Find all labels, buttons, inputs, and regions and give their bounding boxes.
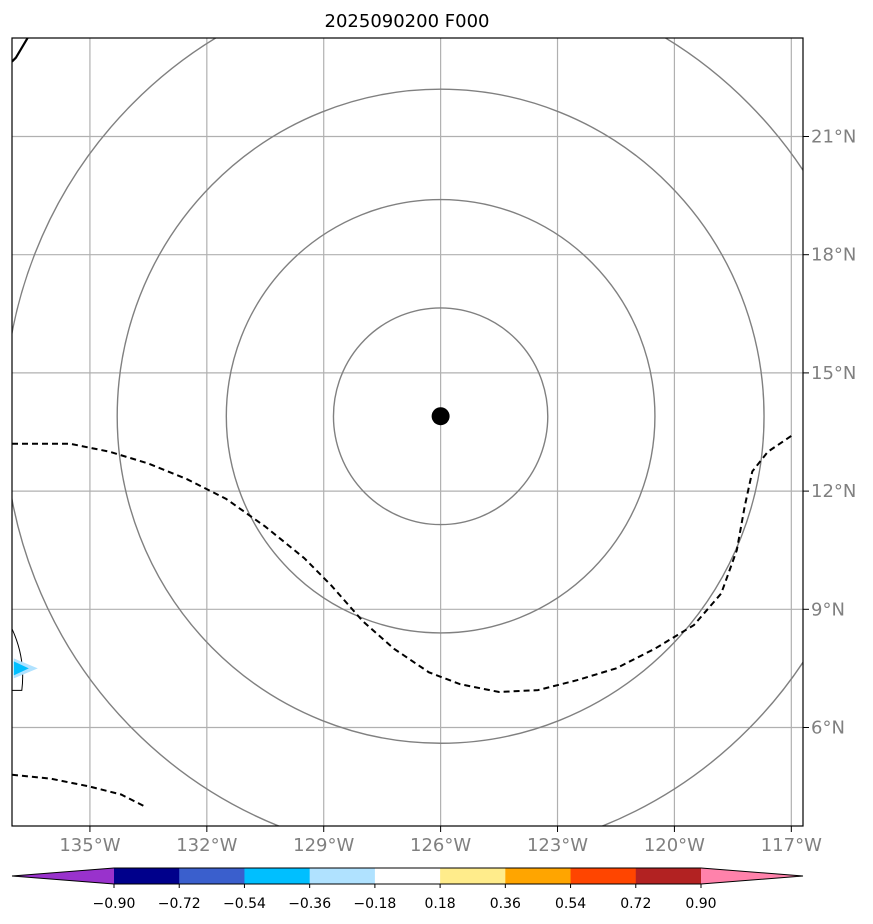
colorbar-label: −0.54 [223, 896, 266, 912]
lon-tick-label: 135°W [59, 835, 120, 856]
dashed-contour [12, 435, 792, 694]
lat-tick-label: 6°N [811, 718, 845, 739]
colorbar-label: −0.18 [353, 896, 396, 912]
solid-contour [12, 38, 29, 63]
storm-center-marker [431, 407, 450, 426]
lon-tick-label: 132°W [176, 835, 237, 856]
plot-area [12, 38, 803, 826]
colorbar-extend-high [701, 868, 803, 884]
colorbar-swatch [309, 868, 376, 884]
colorbar-label: 0.90 [685, 896, 716, 912]
colorbar-swatch [570, 868, 637, 884]
colorbar: −0.90 −0.72 −0.54 −0.36 −0.18 0.18 0.36 0.54 0.7… [11, 867, 804, 912]
lon-tick-label: 120°W [644, 835, 705, 856]
colorbar-label: 0.18 [425, 896, 456, 912]
shaded-region [13, 661, 29, 676]
colorbar-swatch [440, 868, 506, 884]
lat-tick-label: 12°N [811, 481, 856, 502]
range-ring [116, 88, 765, 744]
colorbar-swatch [114, 868, 180, 884]
dashed-contour [12, 773, 145, 808]
colorbar-swatch [374, 868, 441, 884]
colorbar-extend-low [12, 868, 114, 884]
range-ring [12, 38, 803, 826]
lat-tick-label: 15°N [811, 363, 856, 384]
lon-tick-label: 129°W [293, 835, 354, 856]
colorbar-label: −0.72 [158, 896, 201, 912]
colorbar-label: 0.36 [490, 896, 521, 912]
colorbar-swatch [635, 868, 702, 884]
range-ring [332, 307, 549, 526]
lat-tick-label: 18°N [811, 245, 856, 266]
range-ring [225, 198, 656, 634]
colorbar-swatch [179, 868, 245, 884]
colorbar-label: 0.54 [555, 896, 586, 912]
colorbar-label: −0.36 [288, 896, 331, 912]
colorbar-label: −0.90 [93, 896, 136, 912]
colorbar-swatch [505, 868, 572, 884]
shaded-contour-outline [12, 628, 24, 691]
lat-tick-label: 21°N [811, 127, 856, 148]
axis-ticks: 135°W 132°W 129°W 126°W 123°W 120°W 117°W 6°N 9°… [59, 127, 856, 857]
lat-tick-label: 9°N [811, 599, 845, 620]
colorbar-label: 0.72 [620, 896, 651, 912]
lon-tick-label: 117°W [761, 835, 822, 856]
colorbar-swatch [244, 868, 311, 884]
map-title: 2025090200 F000 [325, 11, 490, 32]
lon-tick-label: 123°W [527, 835, 588, 856]
plot-frame [11, 37, 804, 827]
lon-tick-label: 126°W [410, 835, 471, 856]
